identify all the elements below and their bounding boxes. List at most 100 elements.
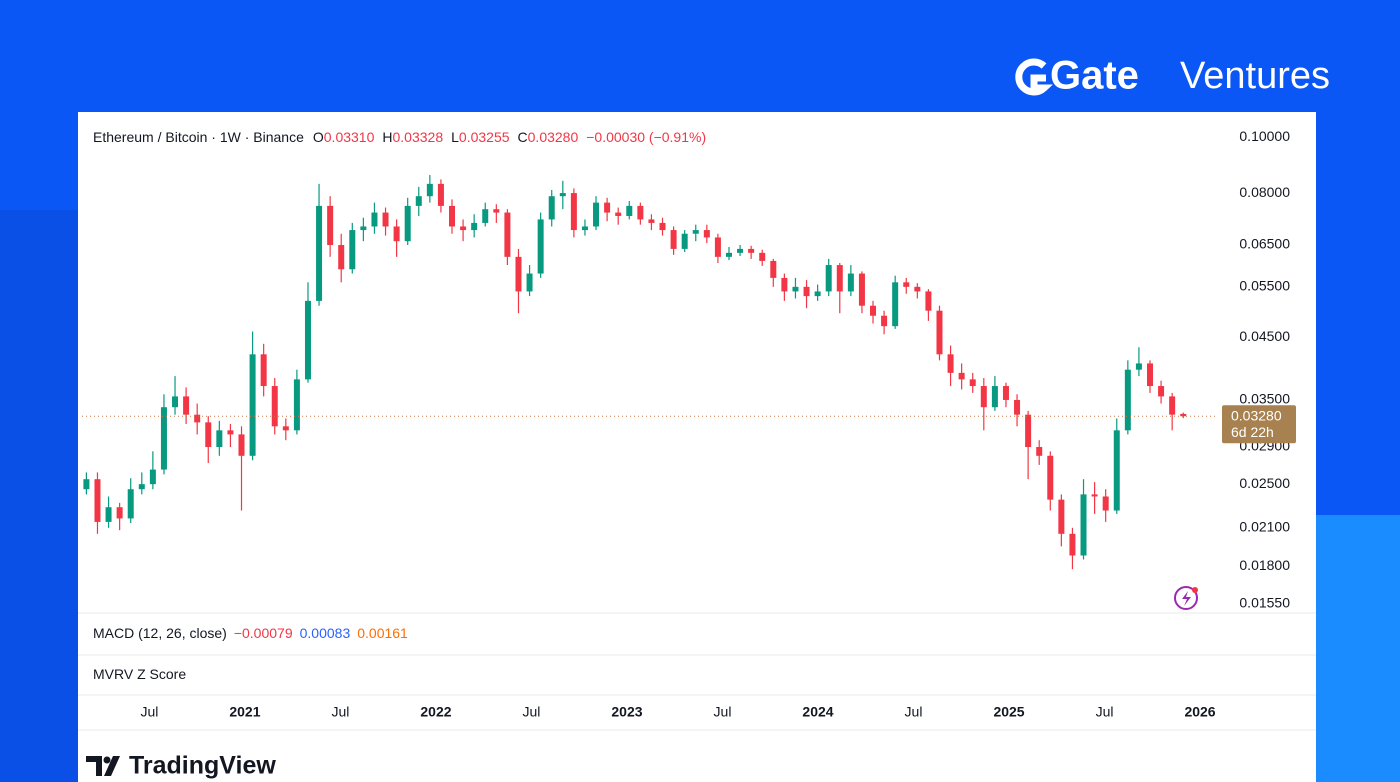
- pane-legend: MACD (12, 26, close) −0.00079 0.00083 0.001…: [93, 625, 408, 641]
- candle-body: [304, 300, 311, 380]
- candle-body: [83, 479, 90, 490]
- ohlc-label: L: [451, 129, 459, 145]
- candle-body: [847, 273, 854, 292]
- candle-body: [581, 226, 588, 231]
- candle-body: [626, 205, 633, 216]
- candle-body: [1091, 494, 1098, 497]
- x-tick-label: 2024: [802, 704, 833, 720]
- candle-body: [1058, 499, 1065, 534]
- pane-title: MACD (12, 26, close): [93, 625, 227, 641]
- candle-body: [94, 479, 101, 522]
- ohlc-value: 0.03280: [528, 129, 579, 145]
- candle-body: [138, 484, 145, 490]
- candle-body: [415, 196, 422, 206]
- candle-body: [393, 226, 400, 242]
- candle-body: [748, 248, 755, 253]
- candle-body: [770, 260, 777, 278]
- candle-body: [870, 305, 877, 316]
- ohlc-value: 0.03255: [459, 129, 510, 145]
- candle-body: [526, 273, 533, 292]
- time-axis: Jul 2021 Jul 2022 Jul 2023 Jul 2024 Jul 2025 Jul 20…: [140, 704, 1215, 720]
- candle-body: [825, 265, 832, 292]
- candle-body: [105, 507, 112, 522]
- candle-body: [737, 248, 744, 253]
- y-tick-label: 0.05500: [1239, 278, 1290, 294]
- y-tick-label: 0.01800: [1239, 557, 1290, 573]
- x-tick-label: 2026: [1184, 704, 1215, 720]
- brand-icon: [1015, 58, 1053, 96]
- candle-body: [437, 183, 444, 206]
- candle-body: [471, 222, 478, 231]
- candle-body: [149, 469, 156, 485]
- candle-body: [426, 183, 433, 197]
- candle-body: [504, 212, 511, 257]
- candle-body: [659, 222, 666, 231]
- y-tick-label: 0.03500: [1239, 391, 1290, 407]
- pane-value: −0.00079: [234, 625, 293, 641]
- x-tick-label: Jul: [905, 704, 923, 720]
- candle-body: [338, 245, 345, 270]
- background-accent: [1316, 515, 1400, 782]
- candle-body: [172, 396, 179, 408]
- icon-badge[interactable]: [1192, 587, 1198, 593]
- candle-body: [1080, 494, 1087, 556]
- candle-body: [1002, 386, 1009, 400]
- lightning-icon[interactable]: [1174, 586, 1198, 610]
- last-price-tag: [1222, 405, 1296, 444]
- candle-body: [814, 291, 821, 297]
- tradingview-logo: TradingView: [86, 752, 276, 780]
- candle-body: [1014, 399, 1021, 415]
- icon-bolt[interactable]: [1182, 591, 1191, 606]
- ohlc-label: H: [382, 129, 392, 145]
- candle-body: [316, 205, 323, 301]
- y-tick-label: 0.10000: [1239, 128, 1290, 144]
- chart-panel: [78, 112, 1316, 782]
- candle-body: [493, 209, 500, 213]
- brand-name: Gate: [1050, 54, 1139, 98]
- candle-body: [559, 193, 566, 197]
- candle-body: [260, 354, 267, 387]
- candle-body: [792, 286, 799, 292]
- y-tick-label: 0.06500: [1239, 236, 1290, 252]
- candle-body: [482, 209, 489, 223]
- footer-brand: TradingView: [129, 752, 276, 780]
- candle-body: [371, 212, 378, 227]
- candle-body: [836, 265, 843, 292]
- pane-value: 0.00083: [300, 625, 351, 641]
- candle-body: [958, 372, 965, 380]
- candle-body: [570, 193, 577, 231]
- candle-body: [1113, 430, 1120, 511]
- icon-ring[interactable]: [1174, 586, 1198, 610]
- candle-body: [969, 379, 976, 387]
- candle-body: [703, 230, 710, 238]
- candle-body: [881, 315, 888, 327]
- candle-body: [947, 354, 954, 373]
- candle-body: [648, 219, 655, 223]
- candle-body: [1146, 363, 1153, 387]
- candle-body: [205, 422, 212, 448]
- price-change: −0.00030 (−0.91%): [586, 129, 706, 145]
- candle-body: [903, 282, 910, 287]
- candle-body: [803, 286, 810, 297]
- candle-body: [991, 386, 998, 408]
- y-tick-label: 0.02100: [1239, 518, 1290, 534]
- candle-body: [936, 310, 943, 355]
- brand-suffix: Ventures: [1180, 55, 1330, 97]
- candle-body: [615, 212, 622, 216]
- candle-body: [781, 277, 788, 292]
- candle-body: [515, 256, 522, 292]
- candle-body: [1135, 363, 1142, 370]
- x-tick-label: Jul: [1096, 704, 1114, 720]
- candle-body: [1047, 455, 1054, 500]
- candle-body: [537, 219, 544, 274]
- pane-title: MVRV Z Score: [93, 666, 186, 682]
- y-tick-label: 0.08000: [1239, 184, 1290, 200]
- candle-body: [282, 426, 289, 431]
- candle-body: [271, 386, 278, 427]
- candle-body: [404, 205, 411, 242]
- candle-body: [759, 252, 766, 261]
- pane-value: 0.00161: [357, 625, 408, 641]
- candle-body: [127, 489, 134, 519]
- candle-body: [1025, 414, 1032, 448]
